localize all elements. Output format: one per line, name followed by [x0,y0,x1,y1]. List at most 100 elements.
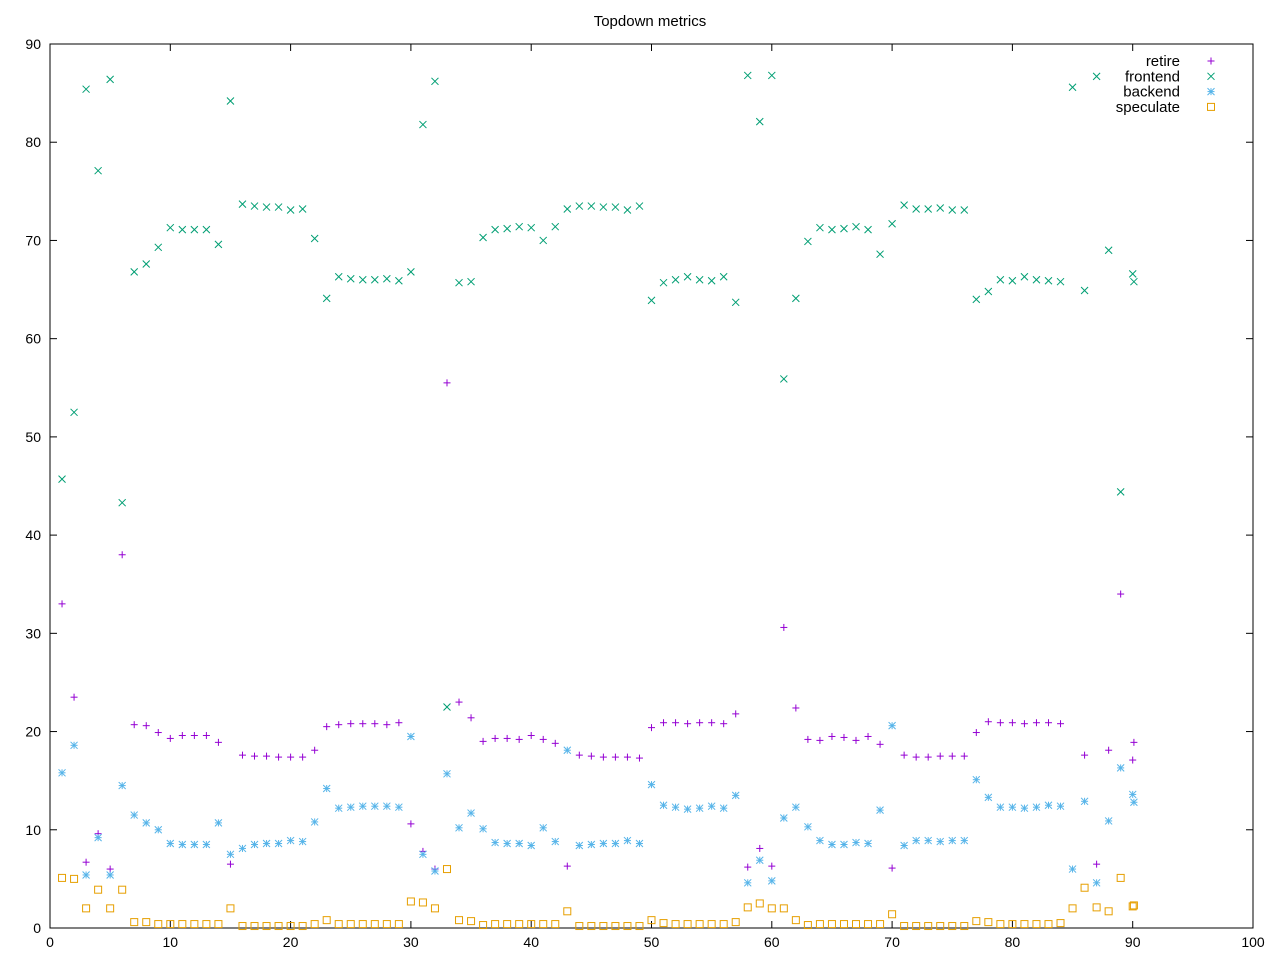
backend-point [395,803,403,812]
frontend-point [407,268,415,276]
backend-point [707,802,716,811]
y-tick-label: 80 [25,134,41,150]
retire-point [900,751,908,759]
frontend-point [286,206,295,214]
speculate-point [430,904,439,913]
frontend-point [106,75,115,84]
backend-point [635,839,644,848]
speculate-point [310,920,319,929]
backend-point [996,803,1005,812]
retire-point [70,693,78,701]
frontend-point [82,85,90,94]
speculate-point [250,922,259,931]
frontend-point [1044,276,1053,285]
frontend-point [671,275,680,284]
speculate-point [936,922,945,931]
speculate-point [683,920,692,929]
frontend-point [130,268,139,276]
frontend-point [382,274,391,283]
y-tick-label: 70 [25,232,41,248]
legend-marker-frontend [1207,72,1215,81]
frontend-point [719,272,728,281]
retire-point [383,721,391,729]
backend-point [852,838,860,847]
speculate-point [178,920,187,929]
frontend-point [455,278,463,287]
frontend-point [443,703,451,711]
backend-point [431,867,439,875]
speculate-point [106,904,115,913]
frontend-point [250,202,259,210]
speculate-point [382,920,391,929]
frontend-point [804,237,812,246]
backend-point [611,839,620,848]
backend-point [743,878,752,887]
frontend-point [298,205,307,213]
frontend-point [659,278,668,287]
backend-point [647,780,656,789]
retire-point [251,752,259,760]
backend-point [190,840,199,849]
speculate-point [527,920,536,929]
speculate-point [647,916,656,925]
backend-point [106,871,115,879]
speculate-point [1104,907,1113,916]
retire-point [479,737,487,745]
legend-marker-speculate [1207,102,1215,111]
backend-point [623,836,632,845]
frontend-point [900,201,908,209]
speculate-point [695,920,704,929]
frontend-point [491,225,499,234]
frontend-point [1020,272,1029,281]
speculate-point [130,918,139,927]
frontend-point [1116,488,1125,496]
retire-point [190,731,198,739]
speculate-point [515,920,524,929]
backend-point [1056,802,1065,811]
frontend-point [527,223,536,232]
backend-point [936,837,945,846]
speculate-point [1020,920,1029,929]
retire-point [106,865,114,873]
frontend-point [743,71,752,80]
retire-point [1093,860,1101,868]
frontend-point [358,275,367,284]
retire-point [539,735,547,743]
frontend-point [984,287,993,296]
backend-point [142,819,151,827]
retire-point [648,724,655,732]
backend-point [864,839,872,848]
backend-point [960,836,969,845]
retire-point [912,753,920,761]
backend-point [130,811,139,819]
y-tick-label: 30 [25,625,41,641]
x-tick-label: 60 [764,934,780,950]
frontend-point [479,233,487,242]
y-tick-label: 90 [25,36,41,52]
retire-point [1032,719,1040,727]
axis-ticks: 0 10 20 30 40 50 60 70 80 90 100 0 10 20 30 40 50 60 70 80 9… [25,36,1264,950]
frontend-point [1068,83,1077,92]
backend-point [226,850,235,859]
speculate-point [791,916,800,925]
speculate-point [587,922,596,931]
retire-point [263,752,271,760]
frontend-point [755,117,764,126]
frontend-point [948,206,957,214]
retire-point [804,735,812,743]
retire-point [118,551,126,559]
backend-point [358,802,367,811]
backend-point [563,746,572,755]
legend-label-retire: retire [1146,53,1180,70]
speculate-point [623,922,632,931]
retire-point [660,719,668,727]
backend-point [912,836,921,845]
backend-point [539,823,548,832]
frontend-point [178,225,187,234]
y-tick-label: 60 [25,331,41,347]
retire-point [299,753,307,761]
speculate-point [827,920,836,929]
frontend-point [154,243,163,252]
retire-point [515,735,523,743]
x-tick-label: 50 [644,934,660,950]
